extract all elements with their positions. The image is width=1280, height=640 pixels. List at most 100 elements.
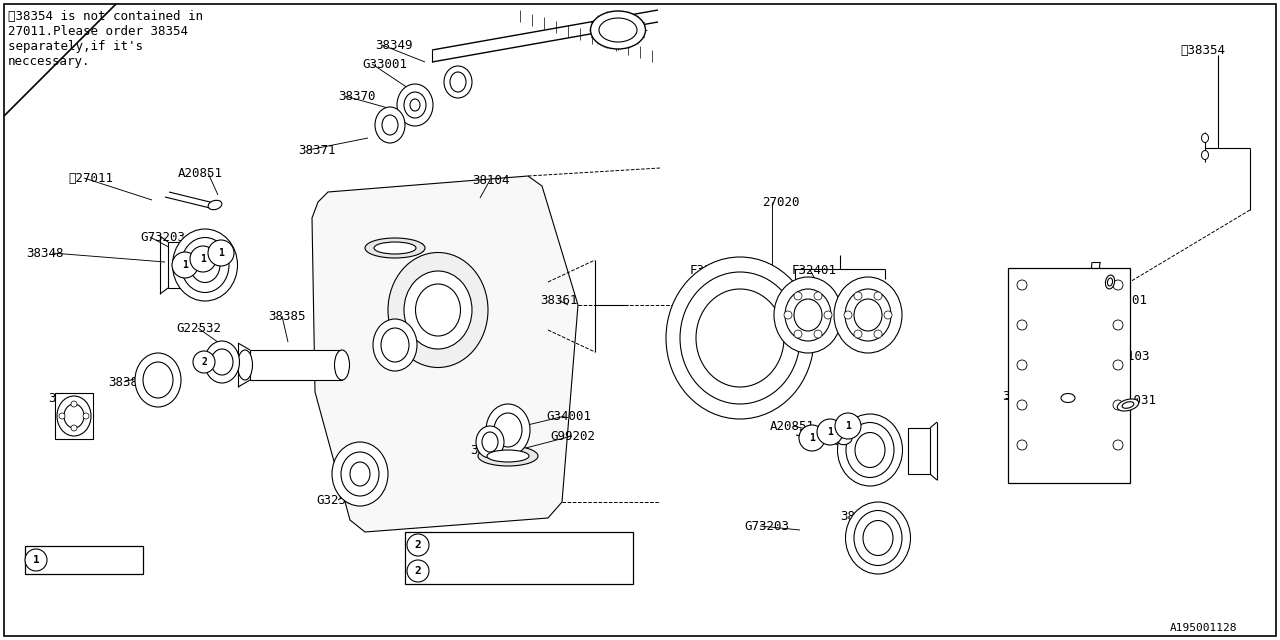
Circle shape	[193, 351, 215, 373]
Ellipse shape	[599, 18, 637, 42]
Circle shape	[59, 413, 65, 419]
Ellipse shape	[397, 84, 433, 126]
Circle shape	[854, 330, 861, 338]
Ellipse shape	[134, 353, 180, 407]
Text: G22532: G22532	[177, 321, 221, 335]
Circle shape	[407, 560, 429, 582]
Bar	[26, 546, 143, 574]
Ellipse shape	[846, 422, 893, 477]
Text: 27011.Please order 38354: 27011.Please order 38354	[8, 24, 188, 38]
Ellipse shape	[410, 99, 420, 111]
Text: 38347: 38347	[52, 554, 90, 566]
Ellipse shape	[590, 11, 645, 49]
Text: 27020: 27020	[762, 195, 800, 209]
Ellipse shape	[854, 511, 902, 566]
Ellipse shape	[1117, 399, 1139, 411]
Text: F32401: F32401	[690, 264, 735, 276]
Text: separately,if it's: separately,if it's	[8, 40, 143, 52]
Circle shape	[817, 419, 844, 445]
Ellipse shape	[838, 435, 852, 445]
Text: G34001: G34001	[381, 330, 428, 344]
Ellipse shape	[340, 452, 379, 496]
Text: G99202: G99202	[380, 241, 425, 255]
Ellipse shape	[845, 289, 891, 341]
Circle shape	[874, 330, 882, 338]
Text: G33001: G33001	[362, 58, 407, 70]
Text: 1: 1	[32, 555, 40, 565]
Ellipse shape	[794, 299, 822, 331]
Ellipse shape	[477, 446, 538, 466]
Circle shape	[189, 246, 216, 272]
Circle shape	[1114, 360, 1123, 370]
Circle shape	[1114, 320, 1123, 330]
Ellipse shape	[1107, 278, 1112, 286]
Ellipse shape	[835, 277, 902, 353]
Text: 38349: 38349	[375, 38, 412, 51]
Text: ( -'06MY): ( -'06MY)	[497, 540, 557, 550]
Ellipse shape	[846, 502, 910, 574]
Circle shape	[1018, 280, 1027, 290]
Text: 38371: 38371	[298, 143, 335, 157]
Ellipse shape	[404, 271, 472, 349]
Ellipse shape	[238, 350, 252, 380]
Ellipse shape	[372, 319, 417, 371]
Circle shape	[854, 292, 861, 300]
Ellipse shape	[211, 349, 233, 375]
Ellipse shape	[388, 253, 488, 367]
Text: A21031: A21031	[1112, 394, 1157, 406]
Text: neccessary.: neccessary.	[8, 54, 91, 67]
Text: ※38354 is not contained in: ※38354 is not contained in	[8, 10, 204, 22]
Circle shape	[83, 413, 90, 419]
Ellipse shape	[381, 115, 398, 135]
Ellipse shape	[374, 242, 416, 254]
Text: 38380: 38380	[49, 392, 86, 404]
Bar	[908, 428, 931, 474]
Text: 1: 1	[218, 248, 224, 258]
Circle shape	[1018, 400, 1027, 410]
Text: 38348: 38348	[840, 509, 878, 522]
Circle shape	[814, 330, 822, 338]
Ellipse shape	[785, 289, 831, 341]
Text: 38385: 38385	[268, 310, 306, 323]
Ellipse shape	[1123, 402, 1134, 408]
Circle shape	[814, 292, 822, 300]
Ellipse shape	[451, 72, 466, 92]
Text: A20851: A20851	[178, 166, 223, 179]
Text: A91204: A91204	[1082, 273, 1126, 287]
Ellipse shape	[774, 277, 842, 353]
Ellipse shape	[180, 237, 229, 292]
Text: H02501: H02501	[1102, 294, 1147, 307]
Text: 2: 2	[201, 357, 207, 367]
Text: 1: 1	[809, 433, 815, 443]
Circle shape	[70, 425, 77, 431]
Circle shape	[799, 425, 826, 451]
Text: 38312: 38312	[470, 444, 507, 456]
Text: G73513: G73513	[436, 538, 481, 552]
Text: 38348: 38348	[26, 246, 64, 259]
Text: G73527: G73527	[436, 564, 481, 577]
Text: G73203: G73203	[744, 520, 788, 532]
Ellipse shape	[143, 362, 173, 398]
Text: ('07MY-  ): ('07MY- )	[497, 566, 563, 576]
Ellipse shape	[173, 229, 238, 301]
Ellipse shape	[416, 284, 461, 336]
Bar	[404, 532, 634, 584]
Text: 2: 2	[415, 566, 421, 576]
Text: ※27011: ※27011	[68, 172, 113, 184]
Text: 38361: 38361	[540, 294, 577, 307]
Circle shape	[794, 292, 803, 300]
Text: 38370: 38370	[338, 90, 375, 102]
Circle shape	[794, 330, 803, 338]
Ellipse shape	[375, 107, 404, 143]
Ellipse shape	[1106, 275, 1115, 289]
Circle shape	[26, 549, 47, 571]
Text: A20851: A20851	[771, 419, 815, 433]
Ellipse shape	[404, 92, 426, 118]
Text: G32502: G32502	[316, 493, 361, 506]
Ellipse shape	[854, 299, 882, 331]
Circle shape	[1018, 360, 1027, 370]
Ellipse shape	[64, 404, 84, 428]
Text: 1: 1	[845, 421, 851, 431]
Ellipse shape	[486, 404, 530, 456]
Ellipse shape	[863, 520, 893, 556]
